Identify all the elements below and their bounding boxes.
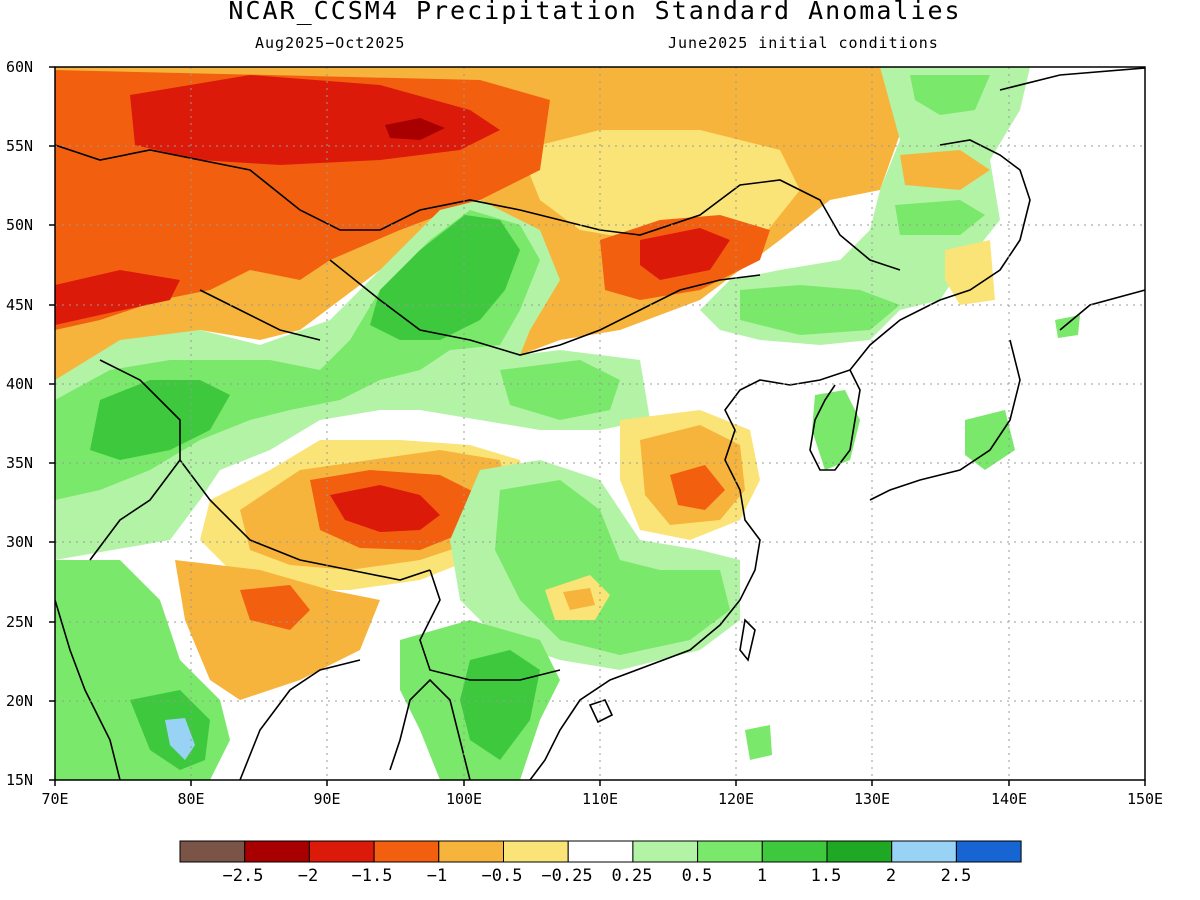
extreme-wet-spot	[165, 718, 195, 760]
colorbar-label: 0.5	[681, 866, 713, 886]
dry-region-north-mid	[520, 130, 800, 240]
lat-label: 25N	[6, 613, 34, 631]
lat-label: 15N	[6, 771, 34, 789]
colorbar-swatch	[373, 840, 440, 863]
lon-label: 100E	[445, 790, 483, 808]
colorbar-swatch	[503, 840, 569, 863]
border-kazakh-china	[99, 289, 321, 460]
colorbar-swatch	[438, 840, 504, 863]
coast-indochina	[389, 678, 471, 780]
colorbar-label: 1.5	[810, 866, 842, 886]
colorbar-label: −0.5	[481, 866, 523, 886]
colorbar-swatch	[697, 840, 763, 863]
dry-region-india	[175, 560, 380, 700]
wet-region-taiwan	[745, 725, 772, 760]
colorbar-swatch	[244, 840, 310, 863]
lat-label: 45N	[6, 296, 34, 314]
lat-label: 20N	[6, 692, 34, 710]
colorbar-label: −1.5	[351, 866, 393, 886]
border-se-asia	[419, 569, 561, 681]
dry-region-mongolia-core	[640, 228, 730, 280]
initial-conditions: June2025 initial conditions	[668, 34, 939, 52]
border-russia-south	[55, 144, 901, 271]
border-taiwan	[739, 618, 756, 662]
wet-region-loess	[500, 360, 620, 420]
colorbar-label: 2.5	[940, 866, 972, 886]
lat-label: 40N	[6, 375, 34, 393]
lon-label: 140E	[990, 790, 1028, 808]
dry-region-india-core	[240, 585, 310, 630]
wet-region-manchuria	[740, 285, 900, 335]
lon-label: 110E	[581, 790, 619, 808]
coast-india	[55, 599, 361, 780]
lat-label: 55N	[6, 137, 34, 155]
lat-label: 35N	[6, 454, 34, 472]
colorbar-label: −0.25	[541, 866, 593, 886]
wet-region-west-core	[90, 380, 230, 460]
colorbar-label: −2	[297, 866, 319, 886]
colorbar-swatch	[955, 840, 1022, 863]
wet-region-hokkaido	[1055, 315, 1080, 338]
lon-label: 130E	[853, 790, 891, 808]
dry-region-sakhalin	[945, 240, 995, 305]
wet-region-central-core	[370, 215, 520, 340]
colorbar	[179, 840, 1022, 863]
colorbar-swatch	[308, 840, 375, 863]
dry-region-east-china-core	[670, 465, 725, 510]
lon-label: 70E	[41, 790, 69, 808]
border-hainan	[588, 699, 614, 724]
lat-label: 60N	[6, 58, 34, 76]
colorbar-label: −2.5	[222, 866, 264, 886]
colorbar-swatch	[567, 840, 634, 863]
coast-japan	[869, 289, 1145, 501]
colorbar-label: 0.25	[611, 866, 653, 886]
border-himalaya	[89, 459, 431, 581]
lon-label: 80E	[177, 790, 205, 808]
map-title: NCAR_CCSM4 Precipitation Standard Anomal…	[228, 0, 962, 25]
axis-ticks	[49, 66, 1146, 786]
dry-region-core-dark	[385, 118, 445, 140]
colorbar-swatch	[891, 840, 957, 863]
lon-label: 90E	[313, 790, 341, 808]
coastlines	[55, 67, 1145, 780]
colorbar-swatch	[826, 840, 893, 863]
colorbar-swatch	[761, 840, 828, 863]
dry-region-amur	[900, 150, 990, 190]
anomaly-field	[55, 67, 1145, 780]
coast-china-east	[529, 299, 941, 780]
dry-region-south-pocket-core	[563, 588, 595, 610]
lat-label: 50N	[6, 216, 34, 234]
lon-label: 150E	[1126, 790, 1164, 808]
coast-russia-east	[939, 67, 1145, 301]
forecast-period: Aug2025−Oct2025	[255, 34, 406, 52]
dry-region-north-core	[130, 75, 500, 165]
dry-region-tibet-core	[330, 485, 440, 532]
dry-region-west-core	[55, 270, 180, 325]
colorbar-swatch	[632, 840, 699, 863]
wet-region-korea	[812, 390, 860, 470]
colorbar-swatch	[179, 840, 246, 863]
lat-label: 30N	[6, 533, 34, 551]
wet-region-okhotsk	[895, 200, 985, 235]
colorbar-label: −1	[426, 866, 448, 886]
coast-korea	[809, 369, 861, 471]
wet-region-northeast-core	[910, 75, 990, 115]
colorbar-label: 1	[756, 866, 768, 886]
wet-region-japan	[965, 410, 1015, 470]
border-mongolia-china	[329, 259, 761, 356]
lon-label: 120E	[717, 790, 755, 808]
wet-region-indochina-core	[460, 650, 540, 760]
colorbar-label: 2	[885, 866, 897, 886]
